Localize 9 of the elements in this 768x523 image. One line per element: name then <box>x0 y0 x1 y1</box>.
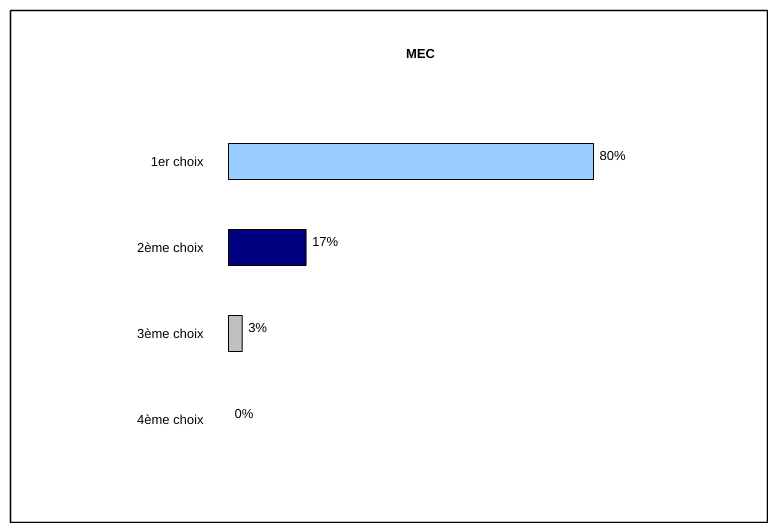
data-label: 0% <box>234 406 254 421</box>
y-tick-label: 1er choix <box>150 154 204 169</box>
y-tick-label: 3ème choix <box>137 326 204 341</box>
data-label: 80% <box>600 148 626 163</box>
chart-title: MEC <box>406 46 436 61</box>
data-label: 17% <box>312 234 339 249</box>
y-tick-label: 4ème choix <box>137 412 204 427</box>
y-tick-label: 2ème choix <box>137 240 204 255</box>
data-label: 3% <box>248 320 268 335</box>
